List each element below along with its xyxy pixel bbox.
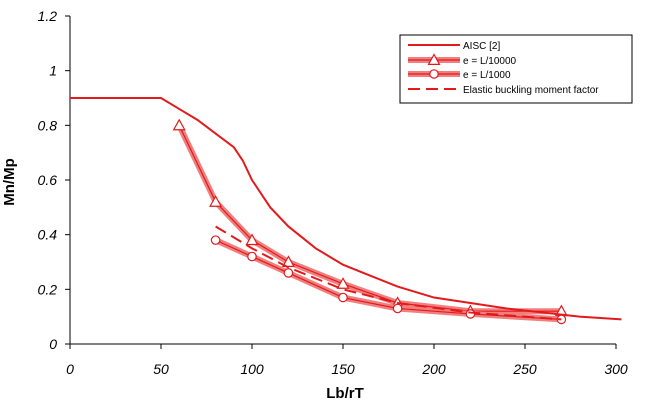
y-tick-label: 0.2 bbox=[38, 281, 58, 297]
series-2-point bbox=[465, 309, 476, 319]
y-axis-ticks: 0 0.2 0.4 0.6 0.8 1 1.2 bbox=[38, 8, 70, 352]
legend-label: Elastic buckling moment factor bbox=[463, 85, 599, 96]
x-axis-title: Lb/rT bbox=[326, 385, 364, 402]
x-tick-label: 300 bbox=[604, 361, 628, 377]
series-1 bbox=[172, 118, 568, 317]
series-1-point bbox=[245, 233, 259, 246]
legend-label: AISC [2] bbox=[463, 41, 500, 52]
series-1-point bbox=[172, 118, 186, 131]
y-axis-title: Mn/Mp bbox=[1, 158, 18, 205]
series-2-point bbox=[338, 292, 348, 303]
x-axis-ticks: 0 50 100 150 200 250 300 bbox=[66, 344, 628, 377]
series-2 bbox=[210, 235, 567, 325]
series-0 bbox=[70, 97, 622, 321]
x-tick-label: 0 bbox=[66, 361, 74, 377]
y-tick-label: 1 bbox=[49, 63, 57, 79]
series-0-line bbox=[70, 97, 622, 321]
legend-label: e = L/1000 bbox=[463, 70, 511, 81]
x-tick-label: 50 bbox=[153, 361, 169, 377]
x-tick-label: 100 bbox=[240, 361, 264, 377]
series-1-point bbox=[336, 277, 350, 289]
y-tick-label: 0.8 bbox=[38, 117, 58, 133]
series-2-point bbox=[392, 303, 403, 314]
x-tick-label: 150 bbox=[331, 361, 355, 377]
series-2-point bbox=[283, 268, 294, 278]
legend-label: e = L/10000 bbox=[463, 56, 517, 67]
legend: AISC [2] e = L/10000 e = L/1000 Elastic buc… bbox=[399, 34, 633, 104]
series-2-point bbox=[247, 251, 257, 262]
y-tick-label: 1.2 bbox=[38, 8, 58, 24]
x-tick-label: 250 bbox=[512, 361, 537, 377]
series-2-point bbox=[210, 235, 221, 245]
series-3-line bbox=[215, 225, 562, 321]
legend-swatch-marker bbox=[429, 69, 439, 79]
y-tick-label: 0.4 bbox=[38, 227, 58, 243]
series-1-point bbox=[209, 195, 223, 207]
legend-box bbox=[399, 34, 633, 104]
y-tick-label: 0 bbox=[49, 336, 57, 352]
series-layer bbox=[70, 97, 622, 325]
legend-swatch-marker bbox=[427, 53, 441, 66]
y-tick-label: 0.6 bbox=[38, 172, 58, 188]
series-1-band bbox=[176, 124, 562, 315]
series-1-line bbox=[178, 125, 562, 312]
series-3 bbox=[215, 225, 562, 321]
x-tick-label: 200 bbox=[421, 361, 446, 377]
